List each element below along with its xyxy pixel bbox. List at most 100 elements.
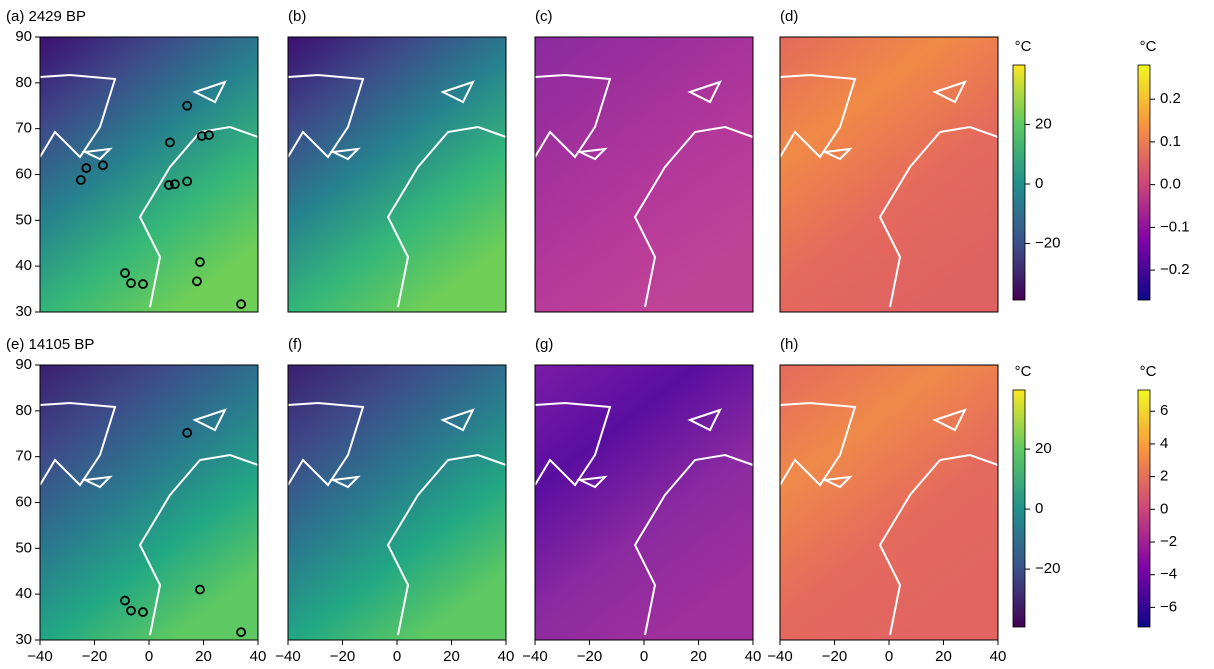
panel-title: (b) (288, 8, 306, 25)
colorbar (1012, 64, 1026, 301)
proxy-site (182, 100, 193, 111)
colorbar-tick-label: 2 (1160, 468, 1168, 485)
x-tick-label: −40 (275, 648, 300, 665)
map-field (288, 365, 506, 640)
map-field (535, 365, 753, 640)
proxy-site (120, 595, 130, 606)
x-tick-label: 20 (195, 648, 212, 665)
y-tick-label: 50 (15, 539, 32, 556)
panel-title: (a) 2429 BP (6, 8, 86, 25)
proxy-site (138, 279, 148, 289)
x-tick-label: 0 (640, 648, 648, 665)
proxy-site (81, 163, 92, 173)
colorbar-tick-label: 0.0 (1160, 176, 1181, 193)
y-tick-label: 90 (15, 28, 32, 45)
colorbar-tick-label: 0.2 (1160, 90, 1181, 107)
y-tick-label: 40 (15, 585, 32, 602)
proxy-site (195, 257, 205, 267)
colorbar-tick-label: −0.2 (1160, 261, 1190, 278)
x-tick-label: 20 (690, 648, 707, 665)
x-tick-label: 40 (990, 648, 1007, 665)
x-tick-label: 20 (443, 648, 460, 665)
coastline (779, 401, 999, 636)
panel-title: (h) (780, 336, 798, 353)
proxy-site (182, 176, 193, 187)
y-tick-label: 40 (15, 257, 32, 274)
colorbar-tick-label: 0 (1035, 175, 1043, 192)
coastline (39, 401, 259, 636)
x-tick-label: −20 (330, 648, 355, 665)
y-tick-label: 50 (15, 211, 32, 228)
x-tick-label: 20 (935, 648, 952, 665)
x-tick-label: 0 (393, 648, 401, 665)
proxy-site (75, 175, 86, 185)
colorbar-tick-label: 0.1 (1160, 133, 1181, 150)
colorbar-label: °C (1140, 363, 1157, 380)
map-field (535, 37, 753, 312)
colorbar-tick-label: 0 (1035, 500, 1043, 517)
colorbar-tick-label: 6 (1160, 402, 1168, 419)
proxy-site (120, 268, 130, 278)
coastline (39, 73, 259, 308)
colorbar-tick-label: 20 (1035, 115, 1052, 132)
colorbar-tick-label: −2 (1160, 533, 1177, 550)
y-tick-label: 80 (15, 402, 32, 419)
y-tick-label: 90 (15, 356, 32, 373)
map-field (40, 365, 258, 640)
x-tick-label: 0 (885, 648, 893, 665)
colorbar-tick-label: −0.1 (1160, 218, 1190, 235)
colorbar-tick-label: −20 (1035, 560, 1060, 577)
proxy-site (126, 605, 136, 616)
y-tick-label: 30 (15, 303, 32, 320)
proxy-site (182, 427, 193, 438)
map-field (40, 37, 258, 312)
coastline (287, 401, 507, 636)
map-frame (287, 36, 507, 313)
y-tick-label: 60 (15, 493, 32, 510)
coastline (779, 73, 999, 308)
coastline (534, 401, 754, 636)
panel-title: (g) (535, 336, 553, 353)
y-tick-label: 70 (15, 120, 32, 137)
colorbar-tick-label: 20 (1035, 440, 1052, 457)
panel-title: (f) (288, 336, 302, 353)
x-tick-label: 0 (145, 648, 153, 665)
colorbar-tick-label: −4 (1160, 566, 1177, 583)
map-field (288, 37, 506, 312)
x-tick-label: 40 (745, 648, 762, 665)
proxy-site (192, 276, 202, 287)
panel-title: (e) 14105 BP (6, 336, 94, 353)
colorbar (1012, 389, 1026, 628)
colorbar-label: °C (1015, 38, 1032, 55)
x-tick-label: −20 (577, 648, 602, 665)
proxy-site (126, 278, 136, 289)
x-tick-label: −20 (822, 648, 847, 665)
panel-title: (d) (780, 8, 798, 25)
map-frame (779, 36, 999, 313)
proxy-site (169, 179, 180, 190)
proxy-site (236, 299, 247, 310)
x-tick-label: −40 (767, 648, 792, 665)
proxy-site (163, 180, 174, 190)
coastline (534, 73, 754, 308)
proxy-site (98, 160, 108, 171)
proxy-site (138, 607, 148, 617)
x-tick-label: 40 (250, 648, 267, 665)
y-tick-label: 30 (15, 631, 32, 648)
colorbar-tick-label: −6 (1160, 598, 1177, 615)
colorbar-label: °C (1140, 38, 1157, 55)
x-tick-label: −20 (82, 648, 107, 665)
y-tick-label: 80 (15, 74, 32, 91)
coastline (287, 73, 507, 308)
colorbar (1137, 64, 1151, 301)
y-tick-label: 70 (15, 448, 32, 465)
colorbar-tick-label: 4 (1160, 435, 1168, 452)
colorbar-label: °C (1015, 363, 1032, 380)
proxy-site (204, 130, 214, 140)
colorbar (1137, 389, 1151, 628)
map-field (780, 365, 998, 640)
panel-title: (c) (535, 8, 553, 25)
y-tick-label: 60 (15, 165, 32, 182)
proxy-site (165, 137, 175, 148)
